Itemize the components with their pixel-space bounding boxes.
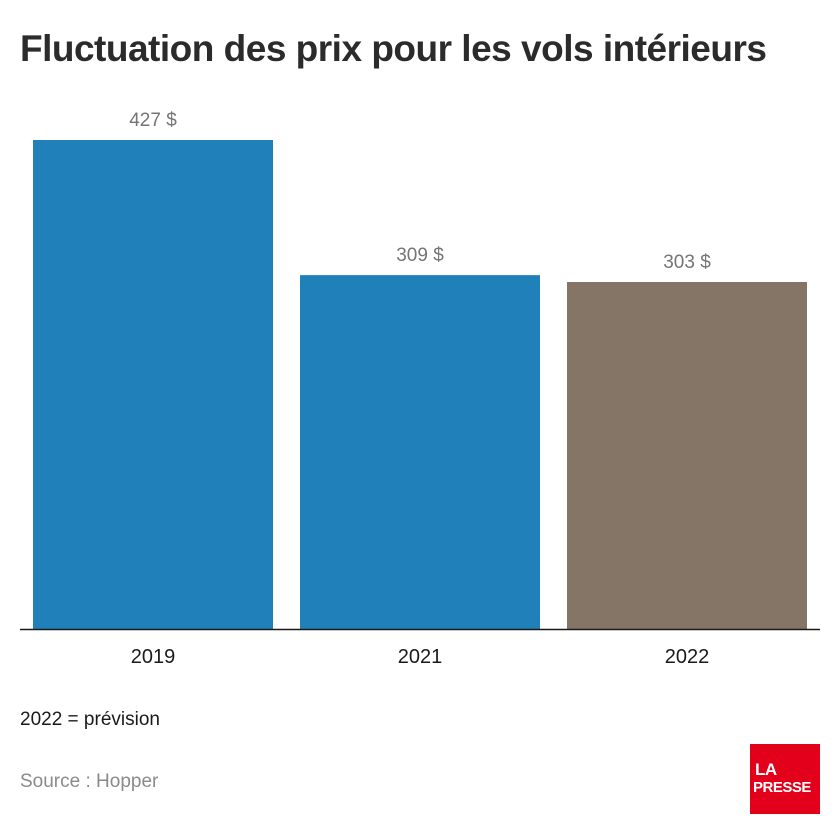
- logo-line-1: LA: [755, 760, 777, 779]
- x-tick-2022: 2022: [665, 646, 710, 668]
- bar-chart: 427 $ 2019 309 $ 2021 303 $ 2022: [20, 110, 820, 668]
- source-text: Source : Hopper: [20, 771, 159, 792]
- logo-line-2: PRESSE: [753, 779, 811, 796]
- data-label-2021: 309 $: [396, 245, 444, 266]
- x-tick-2021: 2021: [398, 646, 443, 668]
- bar-2022: [567, 282, 807, 629]
- data-label-2019: 427 $: [129, 110, 177, 131]
- forecast-note: 2022 = prévision: [20, 709, 160, 730]
- bar-2021: [300, 275, 540, 629]
- data-label-2022: 303 $: [663, 252, 711, 273]
- chart-title: Fluctuation des prix pour les vols intér…: [20, 28, 767, 69]
- bar-2019: [33, 140, 273, 629]
- la-presse-logo: LA PRESSE: [750, 744, 820, 814]
- x-tick-2019: 2019: [131, 646, 176, 668]
